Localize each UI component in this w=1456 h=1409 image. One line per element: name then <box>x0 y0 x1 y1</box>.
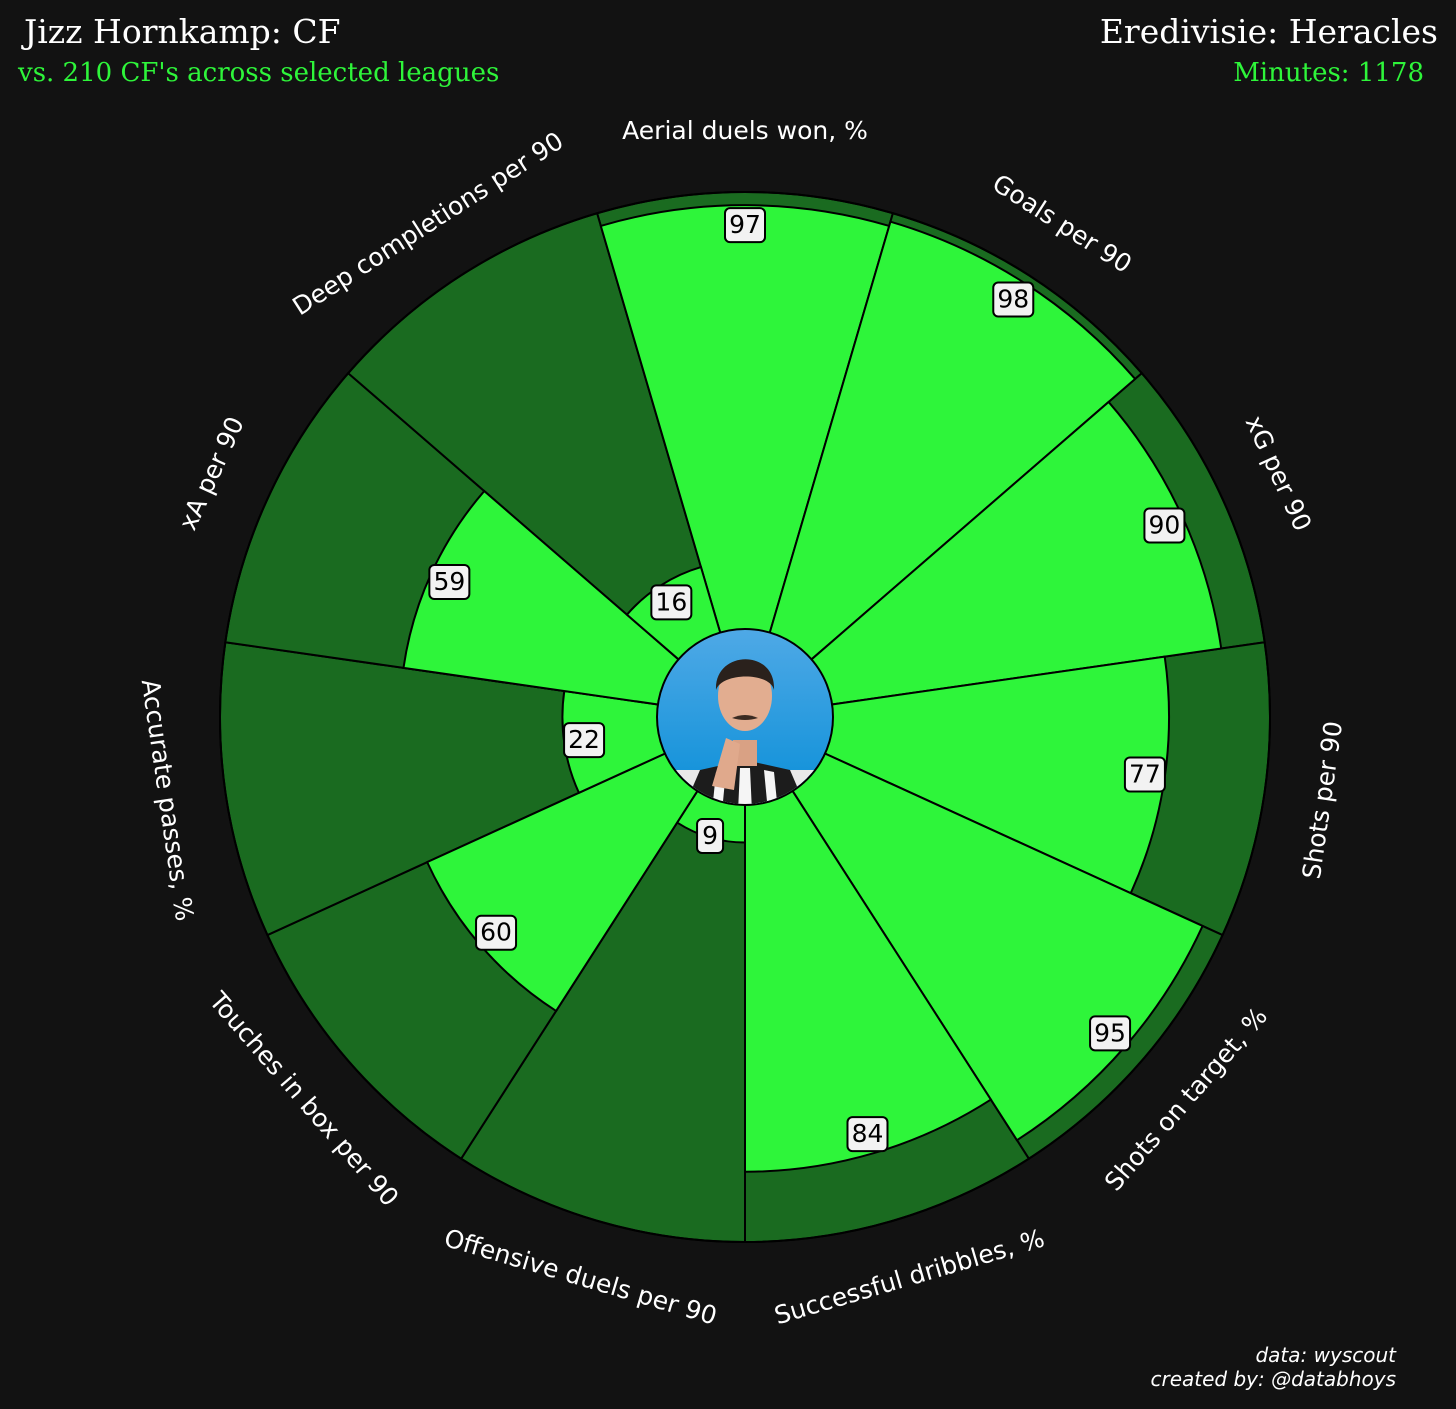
league-team-title: Eredivisie: Heracles <box>1099 12 1438 51</box>
value-label-box <box>563 722 606 759</box>
category-label: xA per 90 <box>173 412 250 534</box>
value-label: 90 <box>1149 510 1181 539</box>
value-label-box <box>475 914 518 951</box>
minutes-played: Minutes: 1178 <box>1233 58 1424 88</box>
outer-ring <box>219 191 1271 1243</box>
value-label-box <box>1123 756 1166 793</box>
value-label-box <box>1143 507 1186 544</box>
category-label: xG per 90 <box>1240 411 1318 535</box>
value-label-box <box>696 817 725 854</box>
value-label-box <box>724 207 766 244</box>
value-label: 22 <box>568 725 600 754</box>
player-photo-icon <box>656 628 834 806</box>
data-source-credit: data: wyscout <box>1255 1343 1396 1367</box>
value-label: 59 <box>433 567 465 596</box>
player-title: Jizz Hornkamp: CF <box>24 12 341 51</box>
category-label: Aerial duels won, % <box>622 116 868 145</box>
value-label-box <box>650 584 693 621</box>
value-label: 95 <box>1094 1018 1126 1047</box>
value-label-box <box>992 281 1035 318</box>
value-label: 84 <box>852 1119 884 1148</box>
value-label-box <box>846 1116 889 1153</box>
created-by-credit: created by: @databhoys <box>1150 1367 1396 1391</box>
value-label: 9 <box>702 821 718 850</box>
category-label: Successful dribbles, % <box>771 1224 1048 1331</box>
value-label: 16 <box>655 587 687 616</box>
value-label: 60 <box>480 918 512 947</box>
category-label: Accurate passes, % <box>136 677 199 923</box>
value-labels: 97 98 90 77 95 84 9 60 22 59 16 <box>428 207 1186 1153</box>
value-label: 98 <box>997 285 1029 314</box>
category-label: Offensive duels per 90 <box>441 1223 720 1330</box>
comparison-subtitle: vs. 210 CF's across selected leagues <box>18 58 500 88</box>
value-label-box <box>1089 1015 1132 1052</box>
value-label: 77 <box>1129 759 1161 788</box>
category-label: Shots per 90 <box>1297 719 1348 881</box>
value-label: 97 <box>729 210 761 239</box>
category-label: Goals per 90 <box>987 168 1137 278</box>
value-label-box <box>428 563 471 600</box>
